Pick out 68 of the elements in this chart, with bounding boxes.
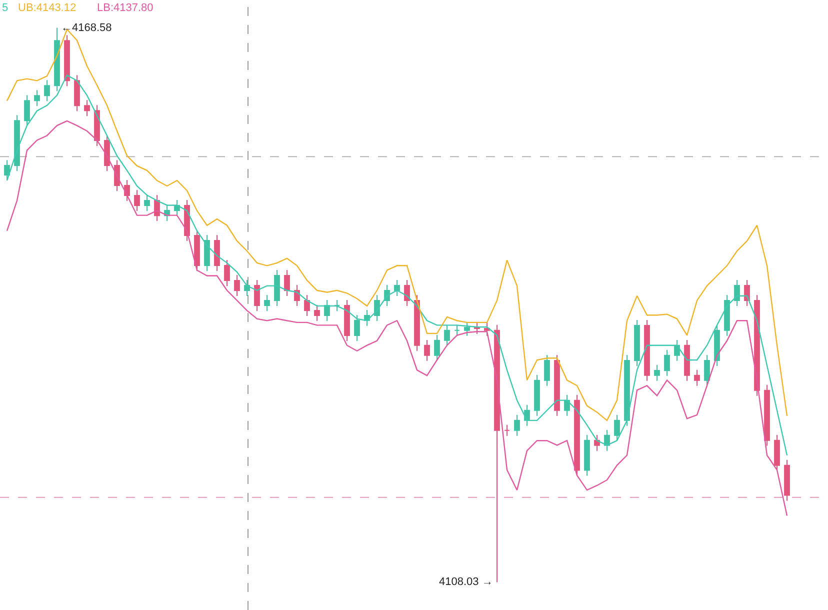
candlestick — [694, 369, 700, 386]
candlestick — [764, 384, 770, 446]
candlestick — [664, 349, 670, 376]
text: UB:4143.12 — [18, 2, 76, 14]
text: LB:4137.80 — [97, 2, 154, 14]
candlestick — [414, 294, 420, 352]
candlestick — [554, 354, 560, 416]
candlestick — [354, 314, 360, 342]
candlestick — [464, 321, 470, 336]
candlestick — [514, 414, 520, 436]
candlestick — [34, 90, 40, 107]
annotation: 4108.03 → — [439, 576, 493, 588]
candlestick — [614, 414, 620, 442]
candlestick — [304, 294, 310, 316]
candlestick — [4, 160, 10, 181]
candlestick — [394, 279, 400, 296]
candlestick — [434, 334, 440, 362]
candlestick — [674, 339, 680, 362]
candlestick — [624, 354, 630, 426]
candlestick — [24, 94, 30, 127]
candlestick — [254, 279, 260, 312]
candlestick — [584, 434, 590, 476]
candlestick — [444, 324, 450, 346]
candlestick — [784, 459, 790, 502]
candlestick — [734, 279, 740, 306]
candlestick — [244, 279, 250, 296]
candlestick — [134, 190, 140, 212]
candlestick — [574, 394, 580, 476]
candlestick — [724, 294, 730, 336]
candlestick — [634, 319, 640, 366]
annotation: ←4168.58 — [61, 22, 112, 34]
candlestick — [564, 394, 570, 416]
candlestick — [744, 279, 750, 306]
candlestick — [274, 269, 280, 306]
candlestick — [714, 324, 720, 366]
candlestick — [124, 180, 130, 202]
candlestick — [194, 230, 200, 272]
candlestick — [494, 324, 500, 583]
candlestick — [654, 364, 660, 382]
candlestick — [454, 324, 460, 336]
candlestick — [684, 339, 690, 382]
candlestick — [334, 300, 340, 312]
candlestick — [74, 74, 80, 112]
candlestick — [534, 374, 540, 416]
candlestick — [774, 434, 780, 472]
candlestick — [84, 100, 90, 117]
candlestick — [704, 354, 710, 386]
candlestick — [264, 294, 270, 312]
candlestick — [104, 134, 110, 172]
candlestick — [504, 424, 510, 436]
candlestick — [214, 234, 220, 272]
candlestick — [344, 300, 350, 342]
candlestick — [284, 269, 290, 296]
candlestick — [314, 304, 320, 322]
candlestick — [64, 34, 70, 87]
candlestick — [644, 319, 650, 382]
candlestick — [424, 339, 430, 362]
candlestick — [224, 259, 230, 286]
candlestick — [324, 300, 330, 322]
candlestick — [404, 279, 410, 306]
candlestick — [144, 194, 150, 212]
candlestick — [234, 274, 240, 296]
text: 5 — [2, 2, 8, 14]
candlestick — [44, 80, 50, 102]
candlestick — [204, 234, 210, 272]
candlestick — [54, 27, 60, 92]
candlestick — [14, 114, 20, 172]
candlestick — [544, 354, 550, 386]
